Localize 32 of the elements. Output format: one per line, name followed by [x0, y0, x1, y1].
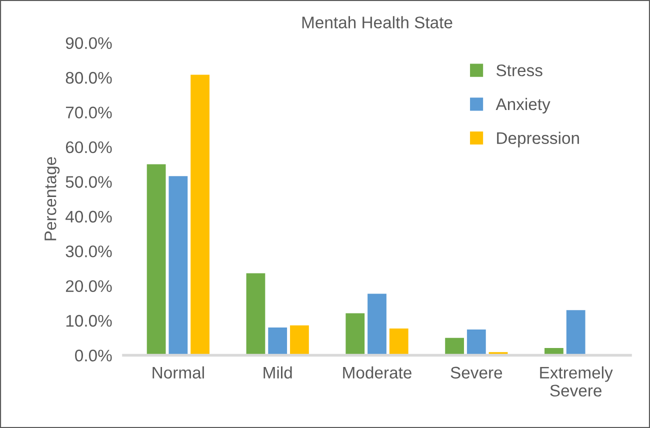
legend-label: Stress	[496, 64, 542, 76]
y-tick-label: 90.0%	[66, 37, 112, 50]
bar	[368, 294, 386, 356]
chart-title: Mentah Health State	[302, 16, 452, 28]
bar	[466, 330, 486, 356]
y-tick-label: 10.0%	[66, 314, 112, 327]
x-tick-label: Mild	[264, 366, 292, 379]
bar	[168, 176, 188, 356]
y-tick-label: 80.0%	[66, 72, 112, 84]
y-tick-label: 30.0%	[66, 245, 112, 258]
y-tick-label: 60.0%	[66, 141, 112, 154]
y-axis-title: Percentage	[44, 157, 60, 240]
bar	[290, 325, 309, 356]
bar	[268, 327, 288, 356]
y-tick-label: 20.0%	[66, 280, 112, 292]
bar	[445, 338, 464, 356]
bar	[389, 328, 408, 356]
bar	[146, 164, 166, 356]
y-tick-label: 50.0%	[66, 176, 112, 188]
x-tick-label: Normal	[152, 366, 204, 379]
legend-label: Depression	[497, 132, 579, 148]
y-tick-label: 0.0%	[75, 350, 112, 362]
y-tick-label: 40.0%	[66, 210, 112, 223]
bar	[566, 310, 586, 356]
bar	[190, 74, 210, 356]
x-tick-label: Extremely Severe	[540, 366, 613, 397]
bar	[346, 313, 365, 356]
y-tick-label: 70.0%	[66, 106, 112, 118]
x-tick-label: Severe	[450, 366, 502, 379]
bar	[246, 273, 266, 356]
legend-label: Anxiety	[496, 98, 550, 114]
x-tick-label: Moderate	[343, 366, 412, 379]
